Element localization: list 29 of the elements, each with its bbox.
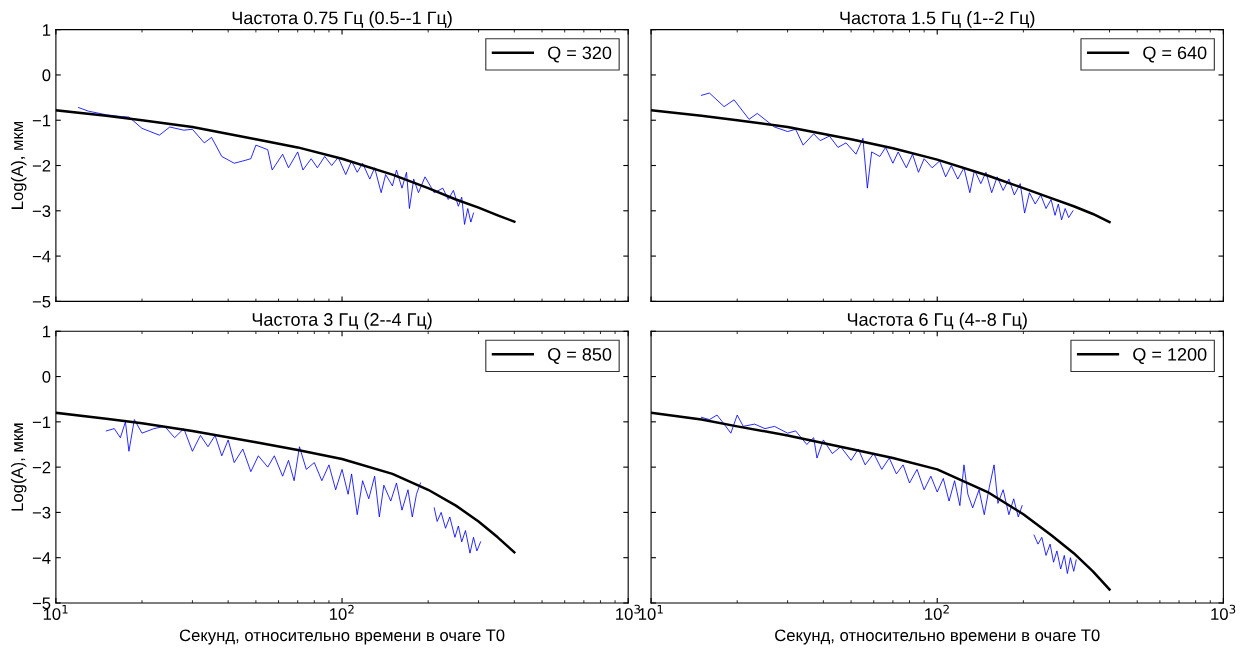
chart-title: Частота 6 Гц (4--8 Гц) [847, 312, 1027, 330]
y-tick-label: −3 [32, 205, 51, 218]
y-tick-label: 1 [43, 325, 51, 338]
y-tick-label: −4 [32, 250, 51, 263]
x-axis-title: Секунд, относительно времени в очаге T0 [775, 629, 1100, 645]
legend-label: Q = 640 [1143, 46, 1207, 63]
y-tick-label: 1 [43, 24, 51, 36]
legend-label: Q = 320 [548, 46, 612, 63]
legend-label: Q = 850 [548, 347, 612, 365]
y-tick-label: −5 [32, 295, 51, 308]
x-tick-label: 10$^{2}$ [925, 604, 949, 620]
y-tick-label: 0 [42, 69, 51, 82]
y-axis-title: Log(A), мкм [10, 121, 27, 209]
x-tick-label: 10$^{1}$ [639, 604, 663, 620]
y-axis-title: Log(A), мкм [10, 423, 27, 511]
y-tick-label: −2 [32, 159, 51, 172]
x-axis-title: Секунд, относительно времени в очаге T0 [179, 629, 505, 645]
x-tick-label: 10$^{2}$ [329, 604, 354, 620]
y-tick-label: −1 [32, 114, 51, 127]
chart-title: Частота 0.75 Гц (0.5--1 Гц) [232, 11, 452, 28]
y-tick-label: −4 [32, 552, 51, 564]
chart-title: Частота 1.5 Гц (1--2 Гц) [840, 11, 1035, 28]
chart-title: Частота 3 Гц (2--4 Гц) [252, 312, 432, 330]
x-tick-label: 10$^{3}$ [1211, 604, 1236, 620]
legend-label: Q = 1200 [1133, 347, 1207, 365]
y-tick-label: 0 [42, 370, 51, 383]
y-tick-label: −3 [32, 506, 51, 519]
y-tick-label: −2 [32, 461, 51, 474]
y-tick-label: −1 [32, 416, 51, 428]
